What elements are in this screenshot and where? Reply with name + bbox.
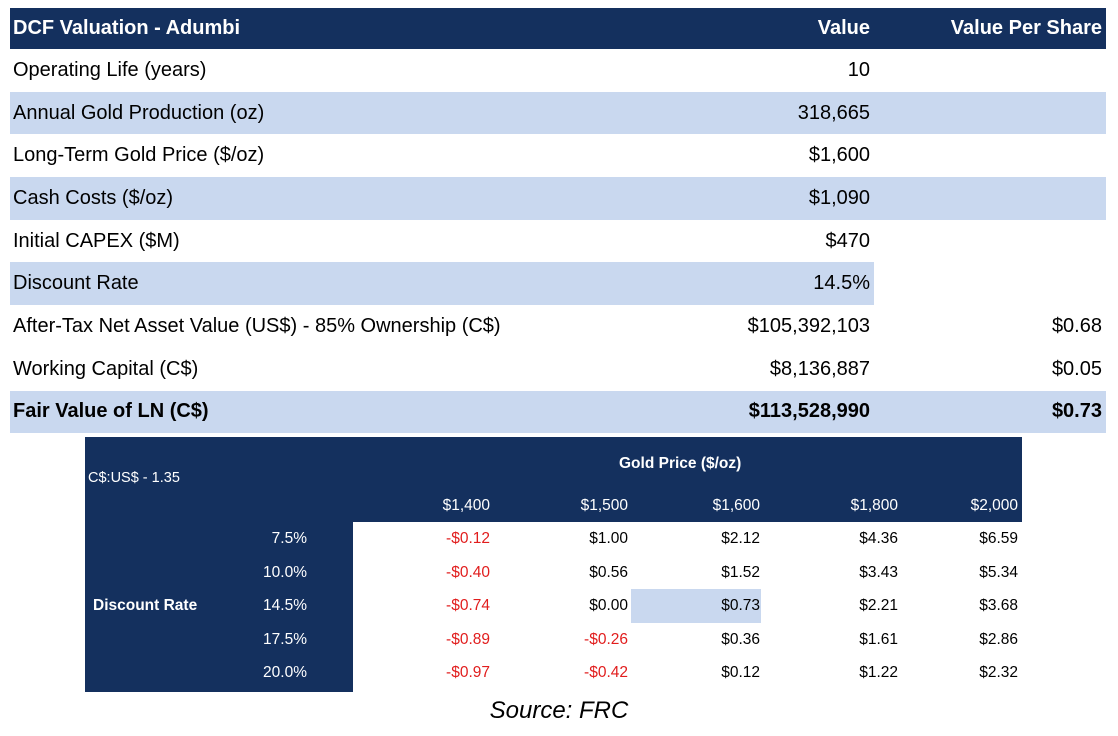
row-label: Annual Gold Production (oz) — [13, 101, 265, 124]
gold-price-header: Gold Price ($/oz) — [619, 455, 742, 472]
table-row: Long-Term Gold Price ($/oz) $1,600 — [10, 134, 1106, 177]
fx-rate-label: C$:US$ - 1.35 — [88, 470, 180, 486]
dcf-title: DCF Valuation - Adumbi — [13, 17, 241, 39]
source-caption: Source: FRC — [489, 697, 629, 724]
table-row: Cash Costs ($/oz) $1,090 — [10, 177, 1106, 220]
sensitivity-table: C$:US$ - 1.35 Gold Price ($/oz) Discount… — [85, 437, 1022, 692]
row-value: 318,665 — [797, 101, 870, 124]
fair-value-row: Fair Value of LN (C$) $113,528,990 $0.73 — [10, 390, 1106, 434]
rate-label: 17.5% — [263, 631, 307, 648]
table-row: After-Tax Net Asset Value (US$) - 85% Ow… — [10, 305, 1106, 348]
table-row: Operating Life (years) 10 — [10, 49, 1106, 92]
row-label: Working Capital (C$) — [13, 357, 199, 380]
sensitivity-cell: $3.68 — [979, 597, 1018, 614]
sensitivity-cell: $0.00 — [589, 597, 628, 614]
row-value: $105,392,103 — [747, 314, 870, 337]
sensitivity-cell: $2.32 — [979, 664, 1018, 681]
rate-label: 7.5% — [271, 530, 307, 547]
price-header: $2,000 — [970, 497, 1018, 514]
row-label: Operating Life (years) — [13, 58, 207, 81]
sensitivity-cell: -$0.12 — [446, 530, 490, 547]
row-label: Discount Rate — [13, 272, 139, 295]
sensitivity-cell: $1.22 — [859, 664, 898, 681]
sensitivity-cell: $0.56 — [589, 564, 628, 581]
row-label: Cash Costs ($/oz) — [13, 186, 174, 209]
row-label: Fair Value of LN (C$) — [13, 400, 209, 423]
row-label: Initial CAPEX ($M) — [13, 229, 180, 252]
row-label: After-Tax Net Asset Value (US$) - 85% Ow… — [13, 314, 501, 337]
rate-label: 20.0% — [263, 664, 307, 681]
price-header: $1,800 — [850, 497, 898, 514]
discount-rate-header: Discount Rate — [93, 597, 198, 614]
table-row: Discount Rate 14.5% — [10, 262, 1106, 306]
table-row: Initial CAPEX ($M) $470 — [10, 220, 1106, 263]
sensitivity-cell: $4.36 — [859, 530, 898, 547]
sensitivity-cell: $5.34 — [979, 564, 1018, 581]
sensitivity-cell: $6.59 — [979, 530, 1018, 547]
table-row: Working Capital (C$) $8,136,887 $0.05 — [10, 348, 1106, 391]
sensitivity-cell: -$0.40 — [446, 564, 490, 581]
sensitivity-cell: $2.12 — [721, 530, 760, 547]
sensitivity-cell: $3.43 — [859, 564, 898, 581]
highlight-cell — [631, 589, 761, 623]
row-value-per-share: $0.68 — [1051, 314, 1102, 337]
sensitivity-cell: -$0.74 — [446, 597, 490, 614]
row-value-per-share: $0.05 — [1051, 357, 1102, 380]
rate-label: 10.0% — [263, 564, 307, 581]
sensitivity-row-header-band — [85, 522, 353, 692]
sensitivity-cell: -$0.42 — [584, 664, 628, 681]
row-value: $1,600 — [808, 144, 870, 167]
row-value-per-share: $0.73 — [1051, 400, 1102, 423]
sensitivity-cell: $0.12 — [721, 664, 760, 681]
row-value: $8,136,887 — [769, 357, 870, 380]
row-value: $113,528,990 — [748, 400, 870, 423]
sensitivity-cell: $2.21 — [859, 597, 898, 614]
price-header: $1,400 — [442, 497, 490, 514]
table-row: Annual Gold Production (oz) 318,665 — [10, 91, 1106, 135]
sensitivity-cell-highlighted: $0.73 — [721, 597, 760, 614]
sensitivity-cell: $1.61 — [859, 631, 898, 648]
row-value: $1,090 — [808, 186, 870, 209]
sensitivity-cell: $1.00 — [589, 530, 628, 547]
sensitivity-cell: $1.52 — [721, 564, 760, 581]
row-value: $470 — [825, 229, 871, 252]
row-value: 14.5% — [813, 272, 870, 295]
sensitivity-header-band — [85, 437, 1022, 522]
price-header: $1,600 — [712, 497, 760, 514]
sensitivity-cell: $2.86 — [979, 631, 1018, 648]
sensitivity-cell: $0.36 — [721, 631, 760, 648]
price-header: $1,500 — [580, 497, 628, 514]
row-label: Long-Term Gold Price ($/oz) — [13, 144, 265, 167]
rate-label: 14.5% — [263, 597, 307, 614]
sensitivity-cell: -$0.89 — [446, 631, 490, 648]
value-per-share-column-header: Value Per Share — [950, 17, 1102, 39]
value-column-header: Value — [817, 17, 870, 39]
row-value: 10 — [847, 58, 870, 81]
sensitivity-cell: -$0.26 — [584, 631, 628, 648]
sensitivity-cell: -$0.97 — [446, 664, 490, 681]
dcf-valuation-table: DCF Valuation - Adumbi Value Value Per S… — [10, 8, 1106, 434]
dcf-header-row: DCF Valuation - Adumbi Value Value Per S… — [10, 8, 1106, 49]
